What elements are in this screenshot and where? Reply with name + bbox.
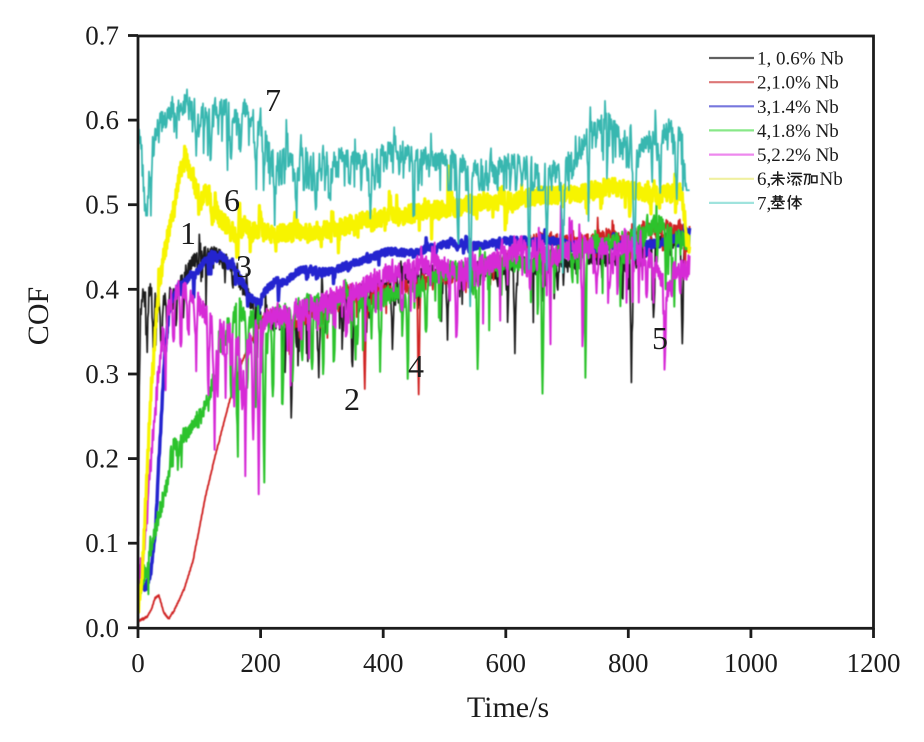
svg-text:0.3: 0.3	[85, 359, 119, 389]
svg-text:0.5: 0.5	[85, 190, 119, 220]
svg-text:7: 7	[265, 82, 281, 118]
svg-text:4: 4	[408, 348, 424, 384]
svg-text:COF: COF	[22, 287, 55, 345]
svg-text:6: 6	[224, 182, 240, 218]
svg-text:1, 0.6% Nb: 1, 0.6% Nb	[757, 49, 844, 70]
svg-text:0: 0	[131, 648, 145, 678]
svg-text:0.4: 0.4	[85, 274, 119, 304]
svg-text:2: 2	[344, 381, 360, 417]
svg-text:1: 1	[180, 215, 196, 251]
svg-text:800: 800	[608, 648, 649, 678]
svg-text:1000: 1000	[724, 648, 778, 678]
svg-text:600: 600	[486, 648, 527, 678]
svg-text:3: 3	[236, 248, 252, 284]
svg-text:0.6: 0.6	[85, 105, 119, 135]
svg-text:6,: 6,	[757, 169, 771, 190]
svg-text:Time/s: Time/s	[467, 691, 549, 724]
svg-text:2,1.0% Nb: 2,1.0% Nb	[757, 73, 839, 94]
svg-text:5,2.2% Nb: 5,2.2% Nb	[757, 145, 839, 166]
svg-text:Nb: Nb	[820, 169, 843, 190]
svg-text:3,1.4% Nb: 3,1.4% Nb	[757, 97, 839, 118]
svg-text:0.2: 0.2	[85, 444, 119, 474]
svg-text:0.0: 0.0	[85, 613, 119, 643]
svg-text:200: 200	[240, 648, 281, 678]
svg-text:0.1: 0.1	[85, 528, 119, 558]
svg-text:4,1.8% Nb: 4,1.8% Nb	[757, 121, 839, 142]
svg-text:7,: 7,	[757, 193, 771, 214]
svg-text:1200: 1200	[847, 648, 901, 678]
svg-text:400: 400	[363, 648, 404, 678]
svg-text:5: 5	[652, 320, 668, 356]
svg-text:0.7: 0.7	[85, 21, 119, 51]
